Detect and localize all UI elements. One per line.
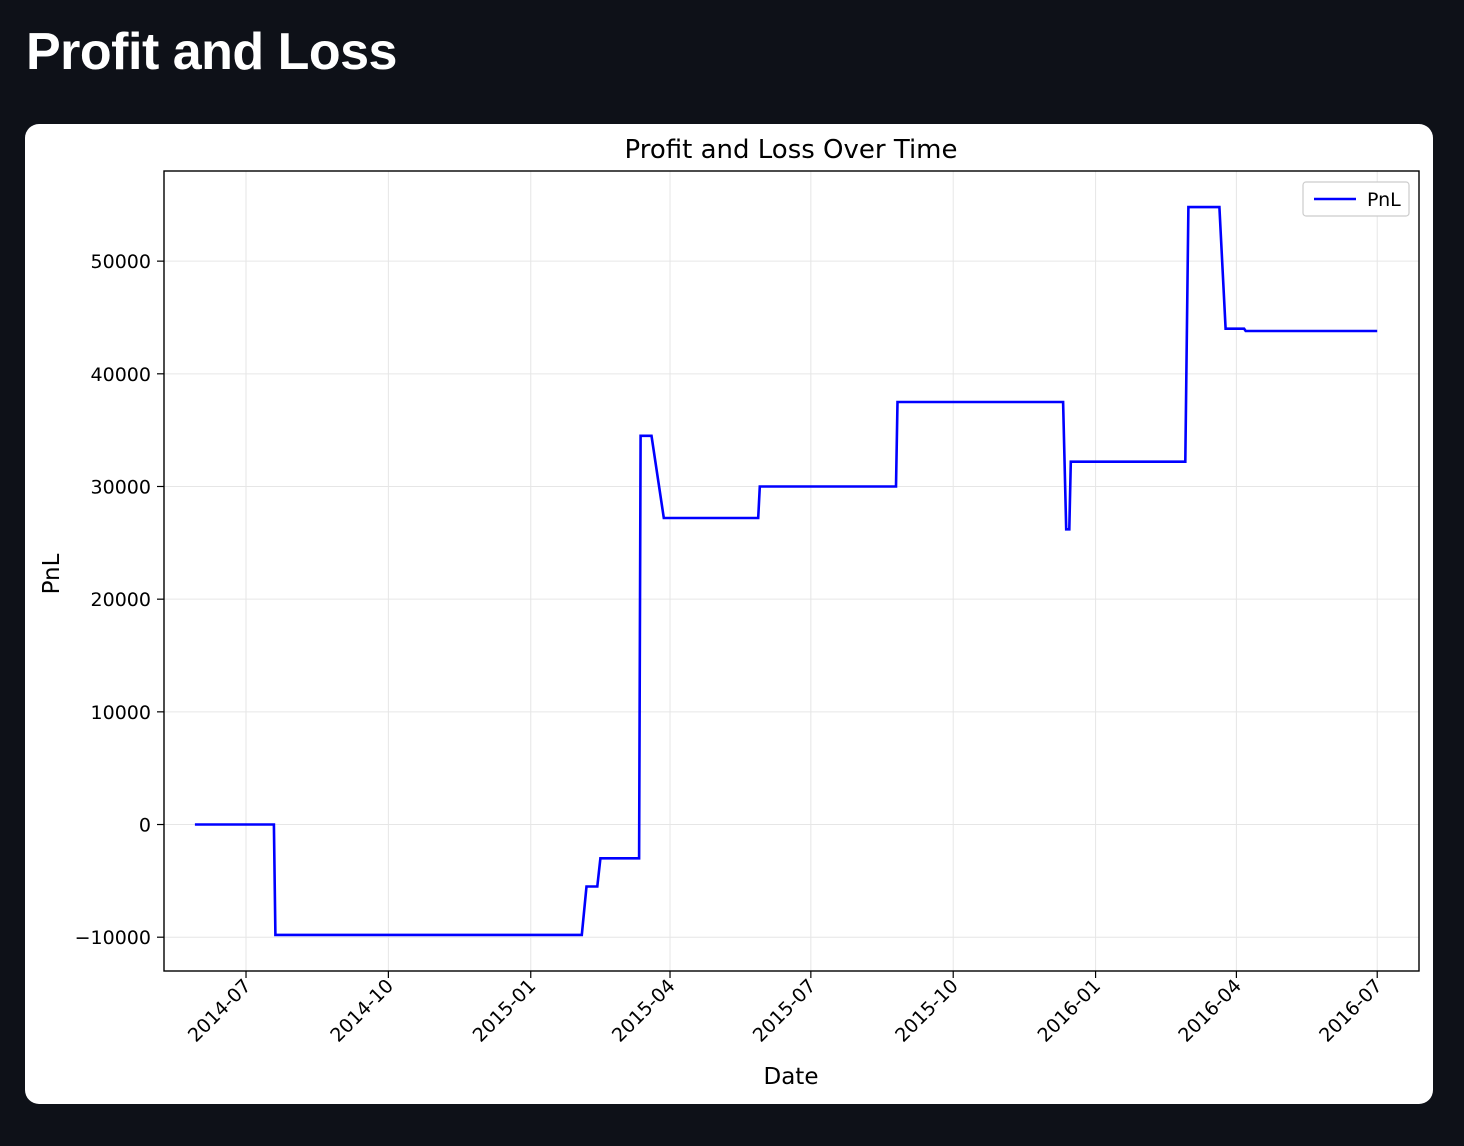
- y-tick-label: 50000: [91, 251, 151, 273]
- x-tick-label: 2014-07: [184, 975, 256, 1047]
- x-tick-label: 2015-04: [608, 975, 680, 1047]
- page-title: Profit and Loss: [26, 23, 397, 81]
- x-tick-label: 2016-04: [1174, 975, 1246, 1047]
- y-axis-label: PnL: [39, 553, 65, 594]
- series-line-pnl: [194, 205, 1378, 937]
- x-tick-label: 2014-10: [326, 975, 398, 1047]
- y-tick-label: 10000: [91, 702, 151, 724]
- pnl-chart: 2014-07 2014-10 2015-01 2015-04 2015-07 2015-…: [39, 135, 1420, 1090]
- plot-area-frame: [163, 170, 1420, 972]
- y-tick-label: −10000: [75, 927, 151, 949]
- x-tick-label: 2015-07: [749, 975, 821, 1047]
- line-layer: [194, 205, 1378, 937]
- legend-label-pnl: PnL: [1367, 189, 1401, 211]
- legend: PnL: [1302, 181, 1410, 217]
- x-tick-label: 2016-01: [1033, 975, 1105, 1047]
- chart-title: Profit and Loss Over Time: [625, 135, 958, 165]
- chart-card: 2014-07 2014-10 2015-01 2015-04 2015-07 2015-…: [25, 124, 1433, 1104]
- x-tick-label: 2015-10: [891, 975, 963, 1047]
- grid-layer: [164, 171, 1419, 971]
- x-axis-label: Date: [764, 1064, 819, 1090]
- tick-layer: 2014-07 2014-10 2015-01 2015-04 2015-07 2015-…: [75, 251, 1387, 1047]
- y-tick-label: 0: [139, 815, 151, 837]
- y-tick-label: 30000: [91, 476, 151, 498]
- y-tick-label: 40000: [91, 364, 151, 386]
- x-tick-label: 2016-07: [1315, 975, 1387, 1047]
- x-tick-label: 2015-01: [469, 975, 541, 1047]
- y-tick-label: 20000: [91, 589, 151, 611]
